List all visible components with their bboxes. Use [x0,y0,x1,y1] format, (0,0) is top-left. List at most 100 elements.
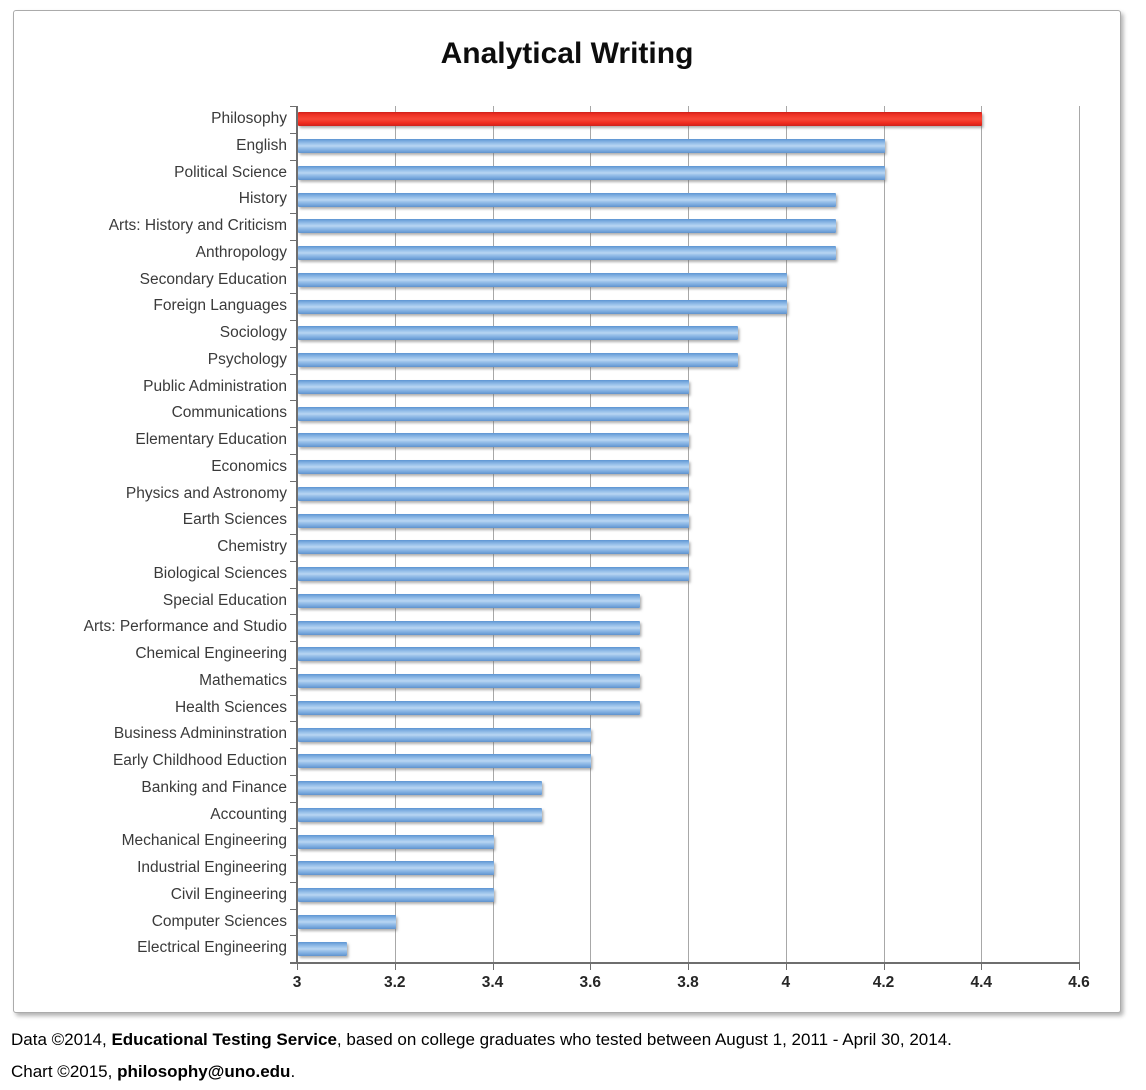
y-axis-tick [290,159,297,161]
x-axis-tick [981,962,983,970]
y-axis-tick [290,641,297,642]
y-axis-tick [290,132,297,134]
category-label: Health Sciences [174,698,287,716]
y-axis-tick [290,266,297,268]
footer-line-2: Chart ©2015, philosophy@uno.edu. [11,1056,1141,1088]
y-axis-tick [290,239,297,241]
bar-row: Accounting [210,802,1079,829]
category-label: Philosophy [211,110,287,127]
footer-line2-suffix: . [290,1062,296,1081]
y-axis-tick [290,962,297,963]
y-axis-tick [290,346,297,348]
category-label: Industrial Engineering [137,859,287,876]
y-axis-tick [290,320,297,321]
bar [298,540,689,555]
footer-line1-suffix: , based on college graduates who tested … [336,1030,952,1049]
bar [298,299,787,314]
category-label: Early Childhood Eduction [112,752,287,769]
bar [298,460,689,475]
y-axis-tick [290,908,297,910]
category-label: English [236,136,287,154]
y-axis-tick [290,507,297,509]
x-axis-tick-label: 3.8 [677,974,699,991]
chart-title: Analytical Writing [440,37,694,70]
bar-row: Mechanical Engineering [122,828,1079,855]
x-axis-tick [785,962,787,970]
x-axis-tick [297,962,298,970]
bar [298,433,689,448]
category-label: Communications [171,404,287,422]
gridline-x-4.2 [883,106,885,962]
bar-row: Banking and Finance [141,775,1079,802]
bar [298,754,592,769]
y-axis-tick [290,935,297,937]
bar [298,165,885,180]
y-axis-tick [290,694,297,696]
bar [298,888,494,903]
bar [298,807,543,822]
bar-row: Chemistry [217,534,1079,561]
bar-row: Economics [211,454,1079,481]
gridline-x-3.2 [394,106,396,962]
bar [298,941,347,956]
bar [298,674,641,689]
y-axis-tick [290,453,297,455]
x-axis-tick [394,962,396,970]
category-label: Accounting [210,805,287,823]
category-label: Anthropology [195,243,287,261]
y-axis-tick [290,373,297,375]
bar-row: Earth Sciences [183,507,1079,534]
bar [298,834,494,849]
category-label: Secondary Education [139,270,287,288]
x-axis-tick [590,962,592,970]
x-axis-tick [492,962,494,970]
y-axis-tick [290,480,297,482]
y-axis-tick [290,614,297,616]
bar [298,593,641,608]
y-axis-tick [290,748,297,749]
bar-row: Political Science [174,160,1079,187]
category-label: Foreign Languages [153,297,287,315]
gridline-x-4.4 [981,106,983,962]
x-axis-tick-label: 4.2 [872,974,895,991]
category-label: Arts: History and Criticism [108,217,287,234]
bar-row: Foreign Languages [153,293,1079,320]
y-axis-tick [290,881,297,883]
bar-row: Industrial Engineering [137,855,1079,882]
bar [298,139,885,154]
y-axis-tick [290,534,297,535]
footer-line1-prefix: Data ©2014, [11,1030,112,1049]
bar [298,326,738,341]
bar-row: Secondary Education [140,267,1079,294]
bar [298,246,836,261]
category-label: Business Admininstration [113,725,287,743]
bar-row: English [236,133,1079,160]
y-axis-tick [290,855,297,856]
category-label: Economics [211,457,287,475]
y-axis-line [296,106,298,962]
bar-row: Civil Engineering [171,882,1079,909]
x-axis-tick-label: 3.4 [481,974,504,991]
bar-row: Philosophy [211,106,1079,133]
bar-row: Psychology [208,347,1079,374]
y-axis-tick [290,801,297,803]
bar [298,272,787,287]
bar [298,486,689,501]
gridline-x-4.6 [1079,106,1080,962]
bar-row: Arts: History and Criticism [109,213,1079,240]
bar-row: Special Education [163,588,1079,615]
bar-highlight [298,112,983,127]
category-label: Arts: Performance and Studio [83,618,287,636]
bar-row: Business Admininstration [114,721,1079,748]
chart-frame: Analytical Writing 3 3.2 3.4 3.6 3.8 4 4.2 4.4 4… [13,10,1121,1013]
x-axis-tick-label: 4.6 [1068,974,1090,991]
bar [298,647,641,662]
x-axis-tick [688,962,689,970]
bar [298,781,543,796]
category-label: Banking and Finance [141,778,287,796]
bar [298,914,396,929]
category-label: Civil Engineering [170,885,287,903]
bar-row: Computer Sciences [152,909,1079,936]
x-axis-tick [1079,962,1080,970]
